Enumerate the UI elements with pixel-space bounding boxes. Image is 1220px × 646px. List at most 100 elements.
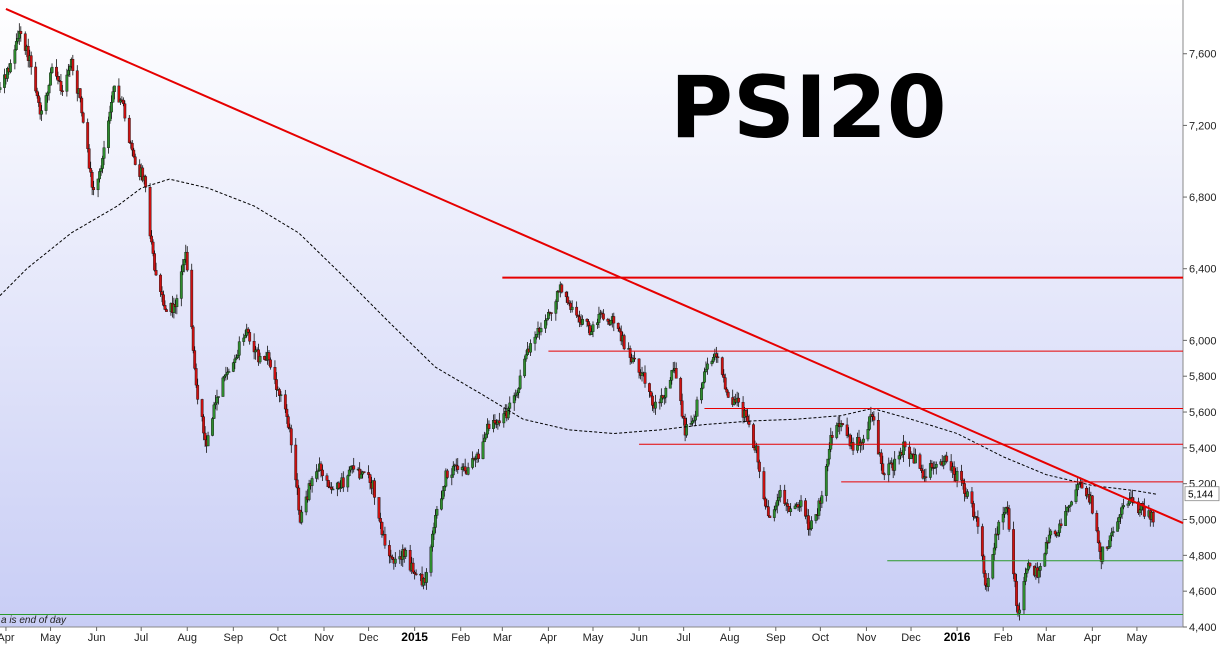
candle — [414, 569, 418, 576]
candle-body — [643, 372, 647, 384]
candle — [242, 333, 246, 346]
candle-body — [618, 328, 622, 332]
candle-body — [1053, 530, 1057, 535]
candle — [13, 44, 17, 70]
candle-body — [972, 503, 975, 517]
candle — [227, 368, 231, 373]
candle-body — [674, 368, 678, 379]
candle — [986, 573, 990, 592]
candle — [980, 523, 984, 562]
candle-body — [1117, 517, 1121, 522]
y-tick-label: 6,400 — [1189, 264, 1217, 276]
candle-body — [879, 452, 883, 464]
candle — [127, 114, 131, 144]
x-tick-label: Dec — [359, 632, 379, 644]
x-tick-label: Dec — [901, 632, 921, 644]
candle — [549, 312, 553, 321]
candle-body — [215, 396, 219, 404]
candle-body — [720, 357, 724, 375]
candle-body — [346, 475, 350, 488]
candle-body — [1080, 482, 1084, 489]
candle-body — [512, 395, 516, 404]
candle — [113, 85, 116, 100]
candle — [1022, 576, 1026, 616]
candle — [175, 294, 179, 315]
candle-body — [606, 318, 610, 322]
candle-body — [159, 274, 162, 292]
candle — [165, 308, 168, 312]
candle-body — [554, 301, 558, 314]
candle-body — [1018, 609, 1021, 614]
candle-body — [87, 148, 91, 169]
candle-body — [983, 573, 987, 586]
candle-body — [545, 318, 549, 321]
candle-body — [744, 410, 748, 417]
candle-body — [726, 391, 730, 398]
candle-body — [799, 500, 803, 507]
candle-body — [845, 424, 849, 436]
candle-body — [132, 149, 136, 158]
candle — [1101, 546, 1105, 565]
candle — [212, 401, 216, 419]
candle-body — [1076, 484, 1079, 491]
candle — [263, 355, 266, 360]
candle-body — [827, 449, 831, 460]
candle — [523, 355, 527, 378]
candle — [566, 291, 570, 305]
candle-body — [578, 316, 582, 323]
candle — [703, 367, 706, 384]
candle-body — [86, 122, 90, 149]
candle — [373, 477, 376, 505]
candle — [976, 510, 980, 534]
candle-body — [1038, 565, 1042, 571]
candle — [914, 448, 917, 464]
candle-body — [804, 500, 807, 517]
candle — [50, 63, 54, 74]
candle — [300, 505, 304, 525]
candle-body — [368, 474, 372, 483]
candle-body — [830, 435, 834, 438]
candle-body — [807, 515, 810, 530]
candle-body — [110, 102, 113, 113]
candle-body — [373, 480, 376, 498]
candle-body — [194, 368, 198, 386]
candle — [217, 396, 220, 405]
candle — [47, 83, 51, 101]
candle-body — [285, 408, 289, 417]
candle — [144, 174, 148, 193]
candle-body — [762, 471, 766, 500]
candle-body — [435, 508, 439, 516]
candle-body — [887, 463, 891, 476]
candle — [955, 467, 959, 488]
candle — [225, 367, 229, 380]
candle — [294, 438, 298, 488]
candle-body — [810, 520, 813, 530]
candle-body — [96, 178, 100, 191]
candle — [163, 300, 167, 311]
candle-body — [221, 377, 225, 397]
candle-body — [451, 465, 455, 476]
candle-body — [414, 573, 418, 576]
plot-background — [0, 0, 1183, 627]
y-tick-label: 7,200 — [1189, 120, 1217, 132]
candle-body — [327, 480, 330, 488]
candle-body — [347, 469, 351, 477]
candle — [560, 283, 564, 294]
candle — [872, 411, 876, 426]
candle-body — [529, 343, 532, 353]
candle-body — [1096, 530, 1100, 543]
candle-body — [108, 111, 112, 122]
candle-body — [820, 495, 824, 504]
candle-body — [362, 471, 366, 473]
candle — [601, 309, 605, 321]
candle-body — [1044, 541, 1048, 554]
candle — [71, 54, 75, 76]
candle-body — [1043, 553, 1047, 567]
chart-title: PSI20 — [670, 58, 947, 158]
candle-body — [723, 377, 727, 390]
candle-body — [1126, 503, 1130, 506]
candle-body — [747, 421, 751, 425]
candle — [310, 476, 314, 493]
candle — [44, 92, 48, 115]
candle — [23, 31, 27, 55]
